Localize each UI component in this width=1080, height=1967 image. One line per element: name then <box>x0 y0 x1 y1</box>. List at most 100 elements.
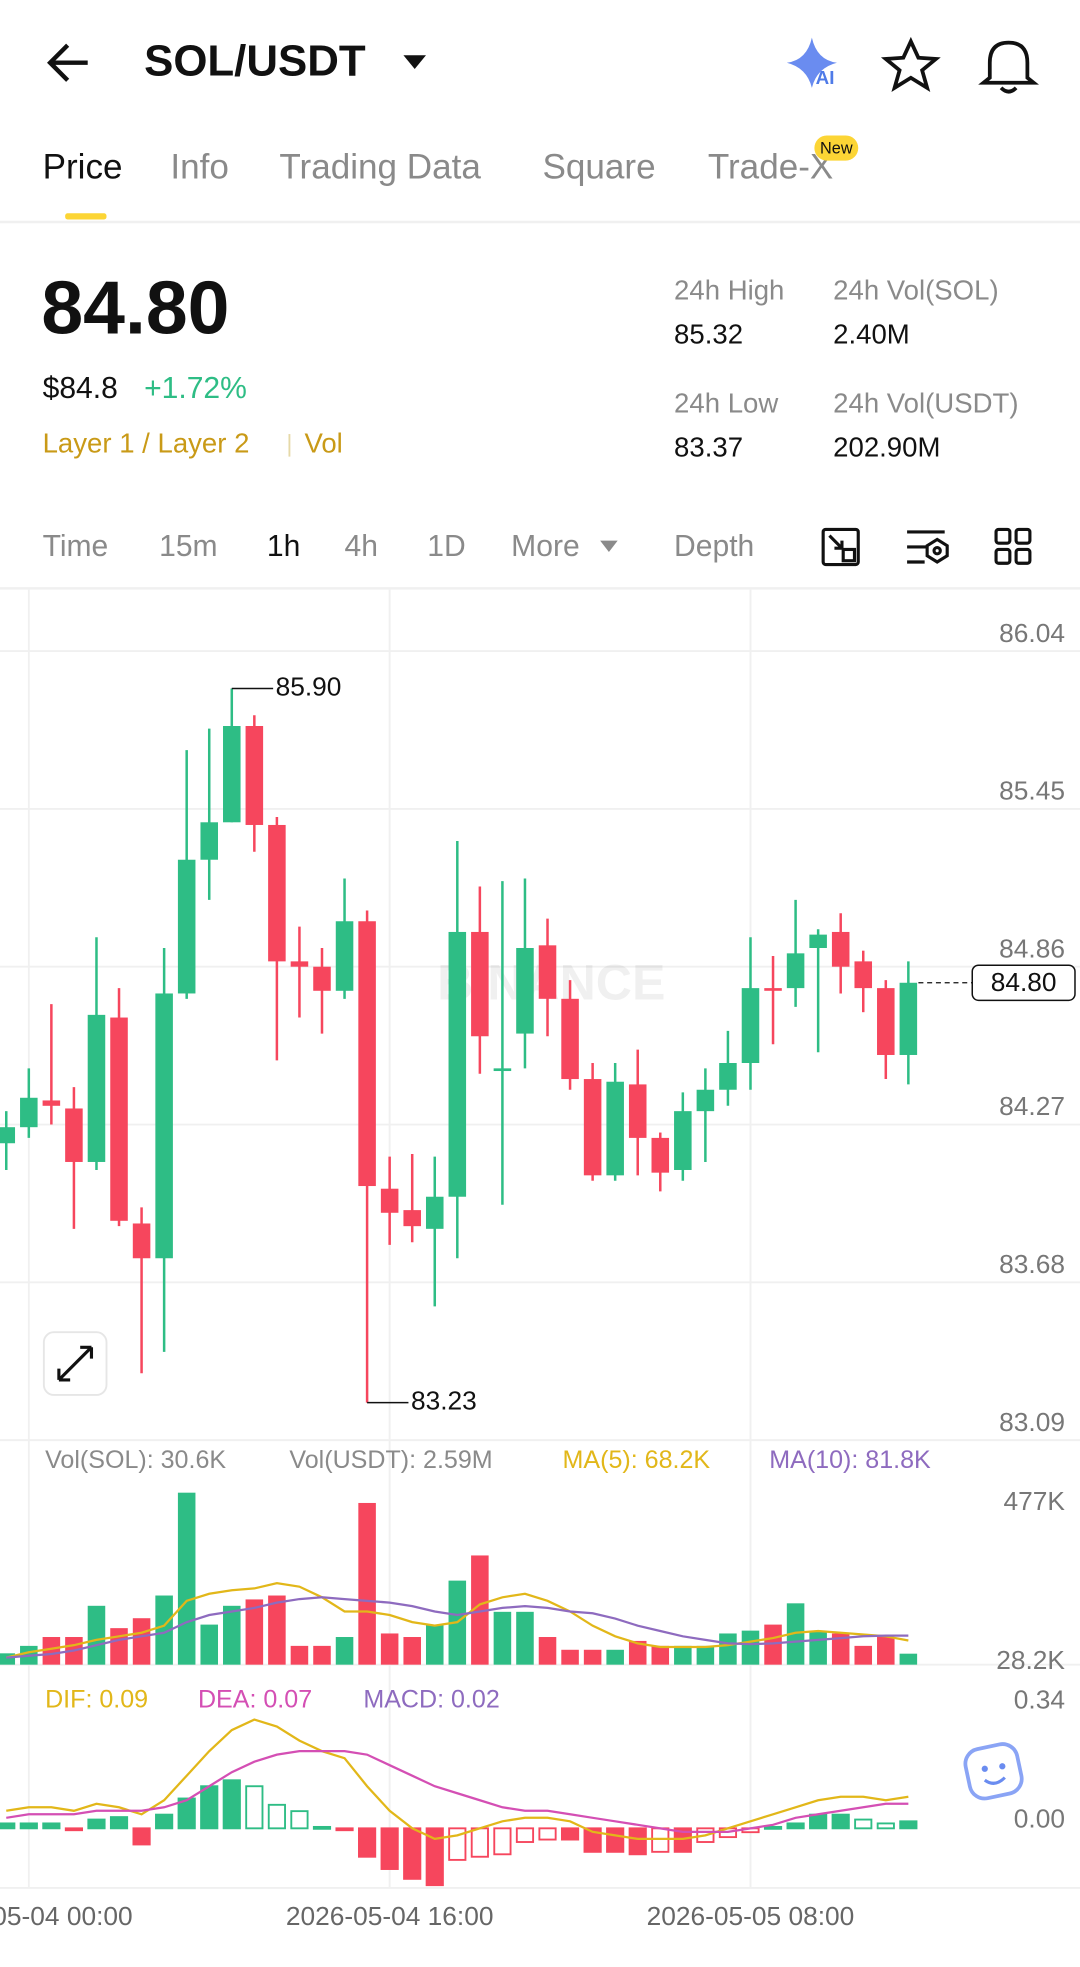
macd-bar <box>786 1822 805 1830</box>
volume-bar <box>809 1630 827 1665</box>
macd-bar <box>763 1825 783 1830</box>
macd-bar <box>245 1785 264 1830</box>
indicator-button[interactable] <box>907 530 949 564</box>
macd-bar <box>876 1822 895 1830</box>
tag[interactable]: Vol <box>304 428 342 459</box>
macd-tick-label: 0.34 <box>1014 1684 1065 1714</box>
candle-body <box>719 1063 737 1090</box>
candle-body <box>132 1223 151 1259</box>
more-dropdown[interactable] <box>600 540 618 552</box>
candle-body <box>786 953 805 989</box>
volume-bar <box>87 1605 106 1665</box>
volume-bar <box>380 1633 399 1665</box>
candle-body <box>87 1014 106 1162</box>
tab[interactable]: Square <box>543 148 656 187</box>
volume-bar <box>764 1624 782 1665</box>
candle-body <box>854 961 873 989</box>
favorite-button[interactable] <box>880 36 941 92</box>
volume-bar <box>132 1618 151 1665</box>
candle-body <box>65 1108 83 1162</box>
stat-value: 202.90M <box>833 431 940 462</box>
grid-button[interactable] <box>994 527 1032 565</box>
macd-bar <box>809 1813 828 1830</box>
interval[interactable]: 4h <box>345 530 378 563</box>
candle-body <box>177 859 196 994</box>
layout-button[interactable] <box>821 527 860 567</box>
ma10-legend: MA(10): 81.8K <box>769 1446 931 1474</box>
volume-legend: Vol(SOL): 30.6K <box>45 1446 226 1474</box>
candle-body <box>741 988 760 1064</box>
candle-body <box>831 931 850 967</box>
assistant-button[interactable] <box>963 1741 1025 1801</box>
interval[interactable]: 1D <box>427 530 465 563</box>
volume-bar <box>696 1645 715 1665</box>
macd-bar <box>831 1813 850 1830</box>
tab-indicator <box>65 213 107 220</box>
tab[interactable]: Trading Data <box>279 148 481 187</box>
y-tick-label: 84.27 <box>999 1091 1065 1121</box>
macd-bar <box>132 1827 151 1846</box>
volume-bar <box>268 1595 286 1665</box>
tab[interactable]: Info <box>170 148 229 187</box>
interval[interactable]: Time <box>43 530 109 563</box>
macd-bar <box>425 1827 444 1887</box>
volume-bar <box>606 1649 624 1665</box>
y-tick-label: 86.04 <box>999 618 1065 648</box>
volume-bar <box>155 1595 173 1665</box>
last-price-label: 84.80 <box>991 967 1057 997</box>
volume-bar <box>245 1599 264 1665</box>
interval[interactable]: 1h <box>267 530 300 563</box>
stat-value: 83.37 <box>674 431 743 462</box>
new-badge-text: New <box>820 140 853 158</box>
candle-body <box>674 1111 692 1170</box>
interval[interactable]: More <box>511 530 579 563</box>
tag[interactable]: Layer 1 / Layer 2 <box>43 428 250 459</box>
stat-value: 85.32 <box>674 318 743 349</box>
macd-bar <box>854 1818 873 1830</box>
pair-title[interactable]: SOL/USDT <box>144 37 366 86</box>
expand-button[interactable] <box>42 1331 108 1396</box>
volume-bar <box>290 1645 309 1665</box>
volume-bar <box>0 1653 16 1665</box>
volume-bar <box>651 1645 670 1665</box>
ma5-line <box>6 1581 909 1659</box>
macd-bar <box>177 1797 196 1830</box>
volume-bar <box>177 1492 196 1665</box>
candle-body <box>403 1210 421 1227</box>
macd-bar <box>290 1810 309 1830</box>
candle-body <box>696 1089 715 1112</box>
volume-bar <box>674 1645 692 1665</box>
volume-bar <box>335 1637 354 1665</box>
candle-body <box>0 1127 16 1144</box>
candle-body <box>809 934 827 948</box>
volume-bar <box>719 1633 737 1665</box>
interval[interactable]: Depth <box>674 530 754 563</box>
volume-bar <box>358 1502 376 1665</box>
candle-body <box>471 931 489 1037</box>
volume-bar <box>110 1628 128 1665</box>
candle-body <box>493 1068 512 1072</box>
y-tick-label: 83.68 <box>999 1249 1065 1279</box>
stat-value: 2.40M <box>833 318 910 349</box>
y-tick-label: 83.09 <box>999 1407 1065 1437</box>
volume-bar <box>628 1640 647 1665</box>
tab[interactable]: Trade-X <box>708 148 833 187</box>
volume-bar <box>42 1637 61 1665</box>
candle-body <box>335 921 354 991</box>
back-button[interactable] <box>47 43 88 82</box>
macd-bar <box>335 1827 354 1832</box>
macd-bar <box>651 1827 670 1853</box>
macd-bar <box>403 1827 422 1880</box>
tab[interactable]: Price <box>43 148 123 187</box>
macd-bar <box>358 1827 377 1858</box>
ai-button[interactable]: AI <box>786 37 837 88</box>
macd-bar <box>583 1827 602 1853</box>
candle-body <box>268 824 286 962</box>
pair-dropdown[interactable] <box>403 55 426 69</box>
macd-bar <box>560 1827 580 1841</box>
volume-bar <box>854 1645 873 1665</box>
alert-button[interactable] <box>978 40 1040 94</box>
interval[interactable]: 15m <box>159 530 217 563</box>
candle-body <box>538 945 557 999</box>
volume-bar <box>831 1633 850 1665</box>
